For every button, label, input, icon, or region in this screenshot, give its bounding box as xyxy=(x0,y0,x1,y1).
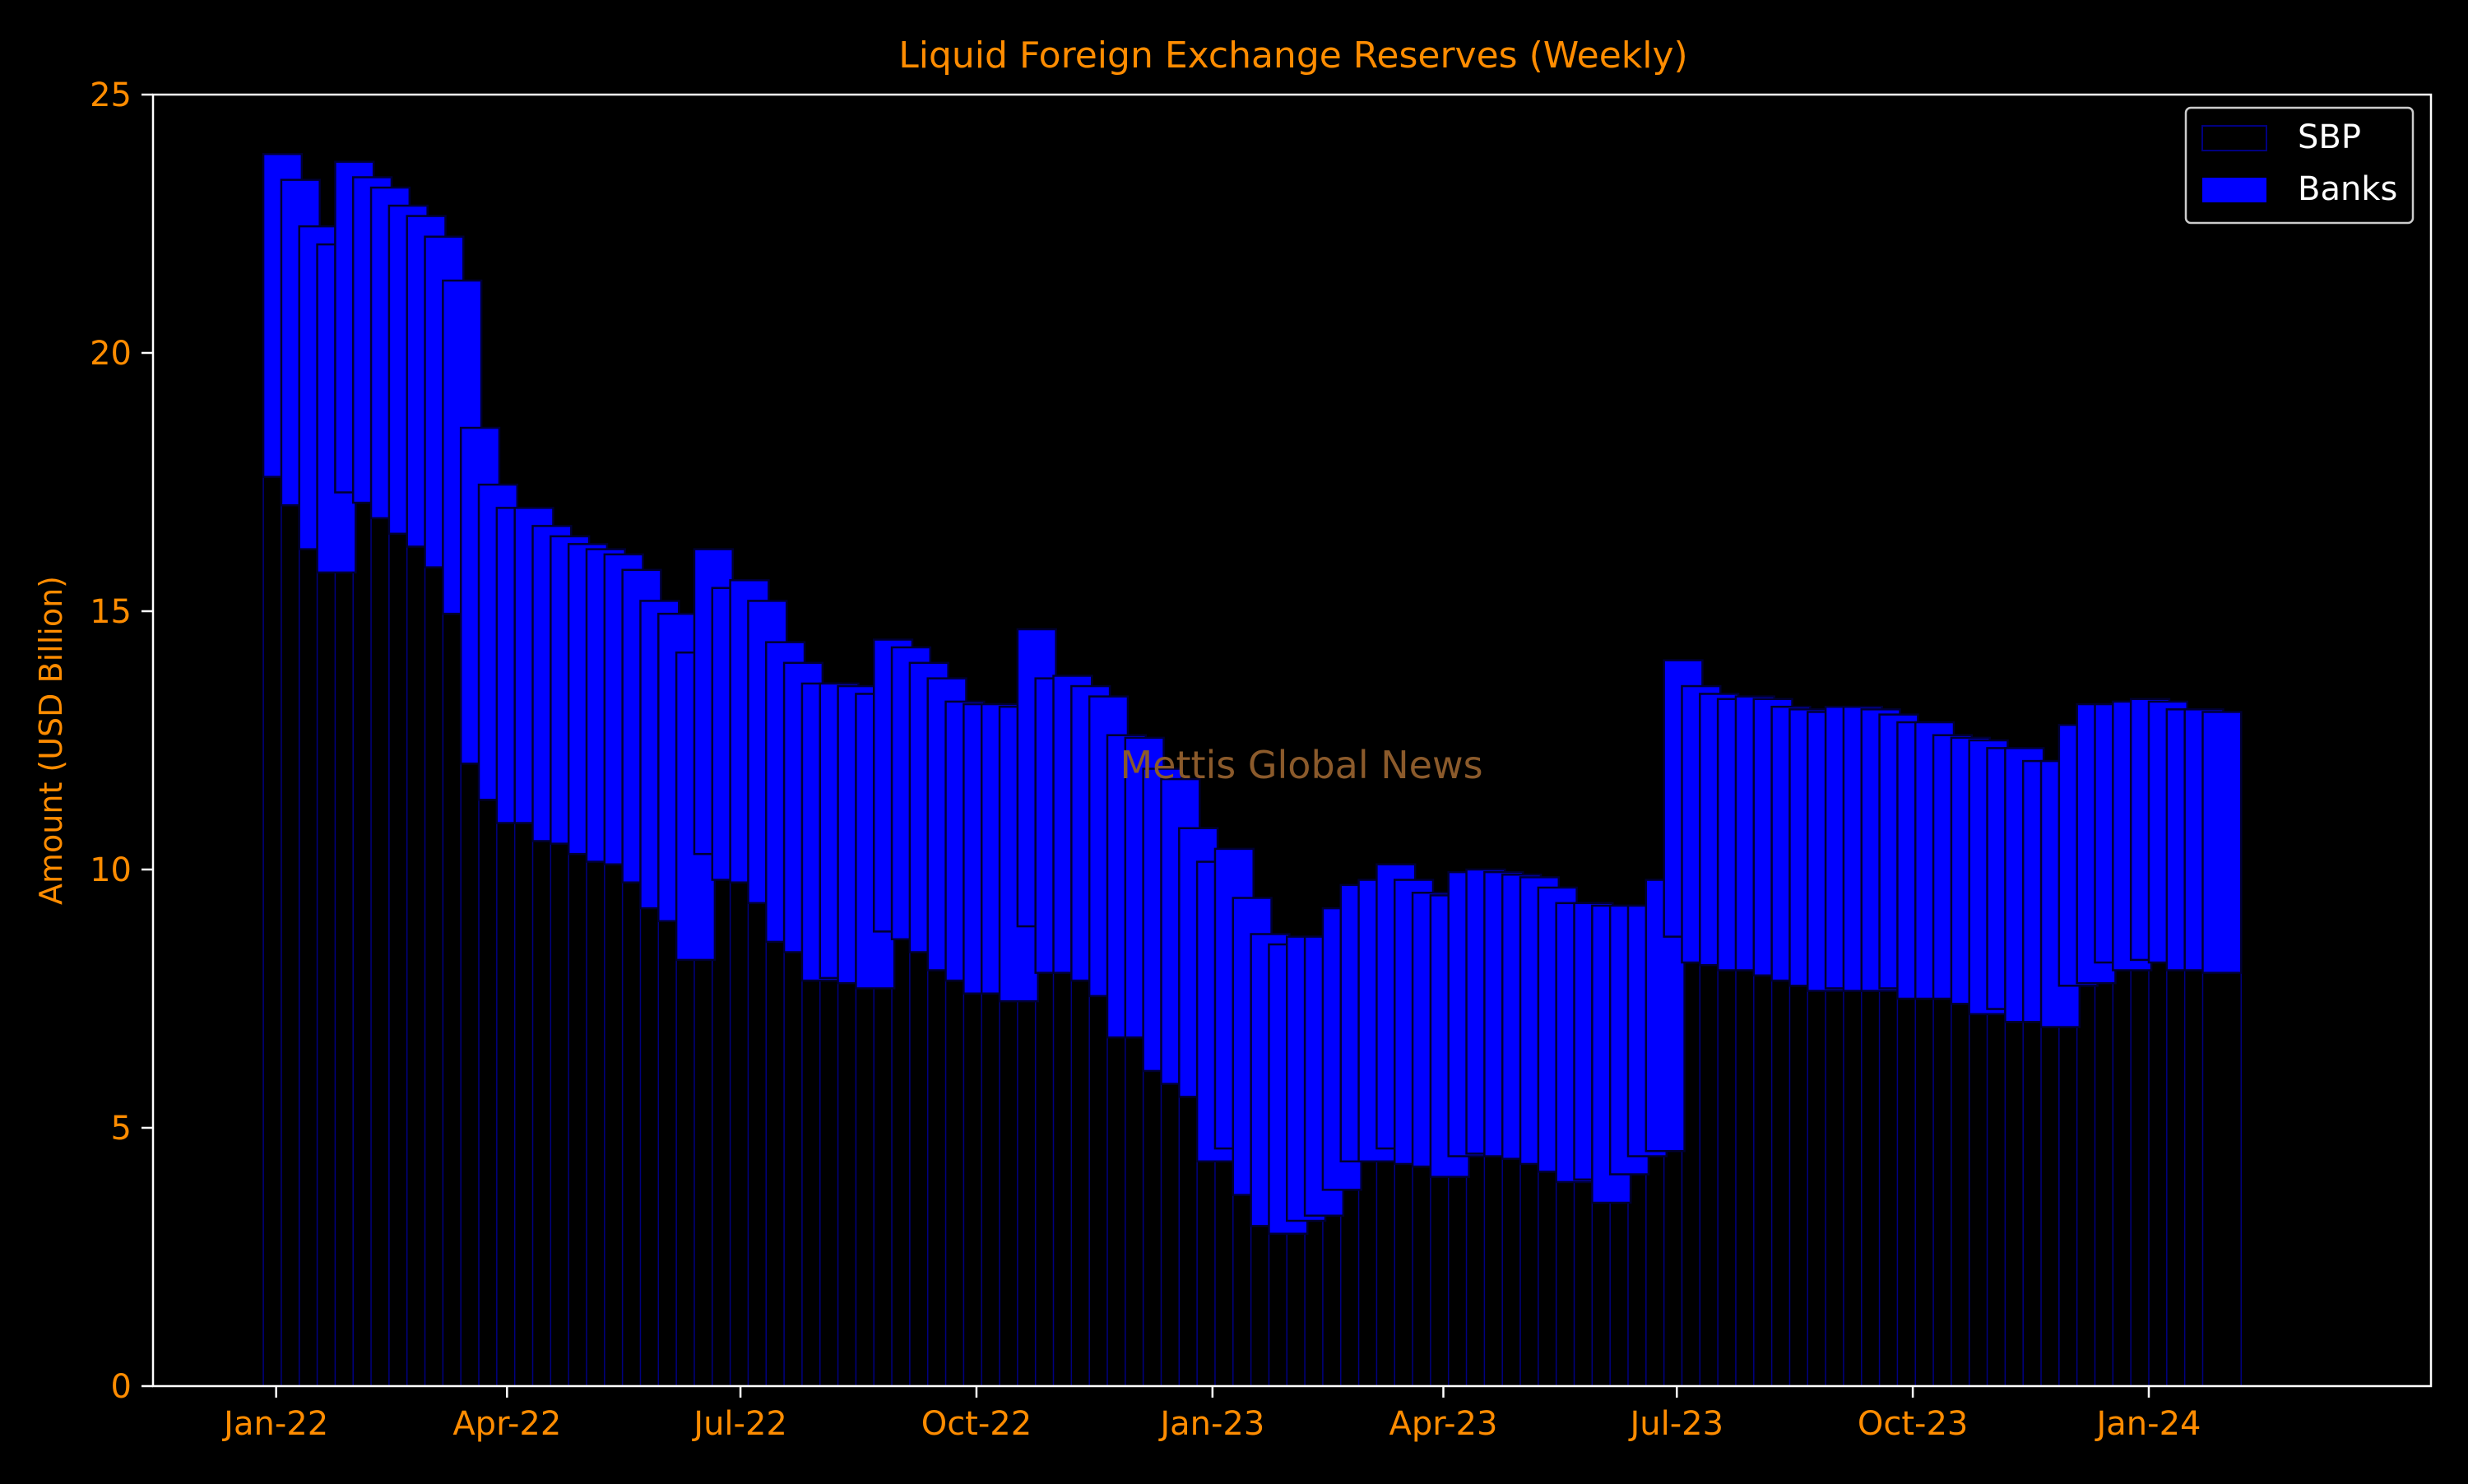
watermark-text: Mettis Global News xyxy=(1120,743,1482,787)
x-tick-label: Apr-23 xyxy=(1389,1405,1497,1443)
x-tick-label: Apr-22 xyxy=(452,1405,561,1443)
y-axis: 0 5 10 15 20 25 xyxy=(90,77,153,1406)
y-tick-label: 25 xyxy=(90,77,132,114)
legend-swatch-sbp xyxy=(2201,125,2267,151)
legend-label-banks: Banks xyxy=(2298,170,2397,208)
y-tick-label: 15 xyxy=(90,593,132,631)
x-tick-label: Oct-23 xyxy=(1858,1405,1969,1443)
legend-swatch-banks xyxy=(2202,178,2266,202)
y-tick-label: 0 xyxy=(111,1368,132,1406)
legend-label-sbp: SBP xyxy=(2298,118,2361,156)
x-axis: Jan-22 Apr-22 Jul-22 Oct-22 Jan-23 Apr-23 Jul-… xyxy=(221,1386,2201,1443)
y-tick-label: 20 xyxy=(90,335,132,373)
y-axis-label: Amount (USD Billion) xyxy=(33,576,69,905)
y-tick-label: 5 xyxy=(111,1110,132,1148)
chart-title: Liquid Foreign Exchange Reserves (Weekly… xyxy=(898,35,1687,77)
legend: SBP Banks xyxy=(2184,106,2415,225)
x-tick-label: Jul-22 xyxy=(691,1405,787,1443)
x-tick-label: Jan-22 xyxy=(221,1405,328,1443)
bar-banks xyxy=(2201,711,2243,974)
x-tick-label: Jul-23 xyxy=(1627,1405,1723,1443)
bar-sbp xyxy=(2201,972,2242,1387)
x-tick-label: Oct-22 xyxy=(921,1405,1032,1443)
x-tick-label: Jan-23 xyxy=(1157,1405,1264,1443)
x-tick-label: Jan-24 xyxy=(2094,1405,2201,1443)
plot-frame xyxy=(151,93,2433,1388)
y-tick-label: 10 xyxy=(90,851,132,889)
banks-bars xyxy=(262,152,2243,1235)
